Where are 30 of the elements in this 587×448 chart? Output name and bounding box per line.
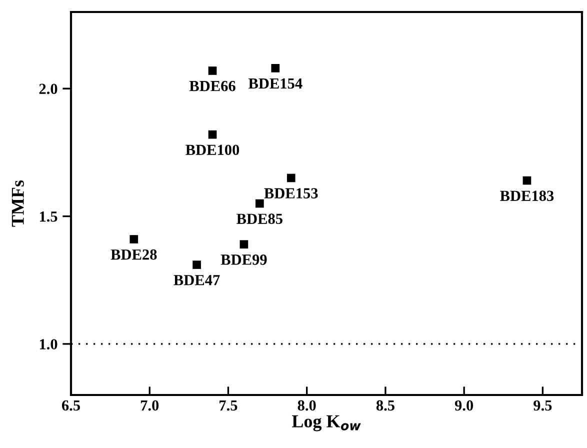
x-axis-title: Log K$_{ow}$: [292, 415, 361, 432]
y-tick-label: 1.0: [40, 339, 58, 350]
y-tick-label: 2.0: [39, 84, 58, 94]
point: [130, 235, 138, 244]
point: [271, 64, 280, 72]
annotation: BDE28: [110, 249, 157, 260]
x-tick-label: 7.5: [220, 400, 238, 411]
x-tick-label: 7.0: [140, 400, 159, 411]
annotation: BDE154: [248, 78, 302, 89]
point: [208, 66, 217, 75]
annotation: BDE99: [220, 254, 267, 265]
point: [240, 240, 248, 249]
y-tick-label: 1.5: [40, 211, 58, 222]
x-tick-label: 8.0: [298, 400, 316, 411]
annotation: BDE85: [236, 214, 282, 224]
point: [522, 176, 532, 185]
x-tick-label: 6.5: [62, 400, 80, 411]
x-tick-label: 9.0: [454, 400, 474, 411]
annotation: BDE153: [264, 188, 318, 198]
annotation: BDE183: [500, 190, 554, 201]
annotation: BDE100: [186, 144, 240, 156]
point: [192, 260, 201, 269]
point: [286, 174, 296, 182]
annotation: BDE66: [189, 80, 236, 92]
y-axis-title: TMFs: [12, 180, 24, 227]
annotation: BDE47: [174, 275, 220, 286]
x-tick-label: 8.5: [376, 400, 394, 411]
point: [208, 130, 217, 139]
point: [256, 199, 264, 208]
x-tick-label: 9.5: [534, 400, 552, 411]
